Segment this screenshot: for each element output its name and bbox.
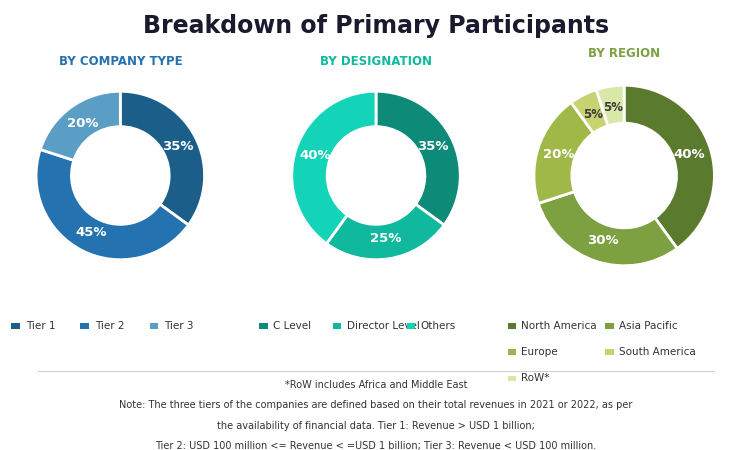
Title: BY DESIGNATION: BY DESIGNATION — [320, 54, 432, 68]
Text: Others: Others — [420, 321, 456, 331]
Text: 5%: 5% — [603, 101, 623, 114]
Text: C Level: C Level — [273, 321, 311, 331]
Wedge shape — [624, 85, 714, 248]
Text: 20%: 20% — [543, 148, 575, 161]
Text: 25%: 25% — [370, 232, 402, 245]
Text: 5%: 5% — [583, 108, 603, 121]
Text: Tier 2: Tier 2 — [95, 321, 124, 331]
Text: 35%: 35% — [417, 140, 449, 153]
Text: *RoW includes Africa and Middle East: *RoW includes Africa and Middle East — [285, 380, 467, 390]
Text: 40%: 40% — [299, 149, 331, 162]
Text: North America: North America — [521, 321, 597, 331]
Title: BY COMPANY TYPE: BY COMPANY TYPE — [59, 54, 182, 68]
Wedge shape — [292, 91, 376, 243]
Text: RoW*: RoW* — [521, 374, 550, 383]
Text: 30%: 30% — [587, 234, 619, 247]
Text: Director Level: Director Level — [347, 321, 420, 331]
Text: the availability of financial data. Tier 1: Revenue > USD 1 billion;: the availability of financial data. Tier… — [217, 421, 535, 431]
Wedge shape — [36, 149, 189, 260]
Wedge shape — [120, 91, 205, 225]
Text: Tier 1: Tier 1 — [26, 321, 55, 331]
Text: Europe: Europe — [521, 347, 558, 357]
Wedge shape — [376, 91, 460, 225]
Text: 20%: 20% — [67, 117, 99, 130]
Circle shape — [327, 126, 425, 225]
Circle shape — [71, 126, 169, 225]
Text: 45%: 45% — [75, 226, 107, 239]
Text: Asia Pacific: Asia Pacific — [619, 321, 678, 331]
Text: 35%: 35% — [162, 140, 193, 153]
Text: 40%: 40% — [674, 148, 705, 161]
Wedge shape — [40, 91, 120, 160]
Wedge shape — [534, 103, 593, 203]
Text: Tier 3: Tier 3 — [164, 321, 193, 331]
Text: Note: The three tiers of the companies are defined based on their total revenues: Note: The three tiers of the companies a… — [120, 400, 632, 410]
Text: South America: South America — [619, 347, 696, 357]
Wedge shape — [596, 85, 624, 126]
Wedge shape — [571, 90, 608, 133]
Title: BY REGION: BY REGION — [588, 47, 660, 60]
Text: Breakdown of Primary Participants: Breakdown of Primary Participants — [143, 14, 609, 37]
Wedge shape — [326, 204, 444, 260]
Text: Tier 2: USD 100 million <= Revenue < =USD 1 billion; Tier 3: Revenue < USD 100 m: Tier 2: USD 100 million <= Revenue < =US… — [156, 441, 596, 450]
Wedge shape — [538, 192, 678, 266]
Circle shape — [572, 123, 677, 228]
